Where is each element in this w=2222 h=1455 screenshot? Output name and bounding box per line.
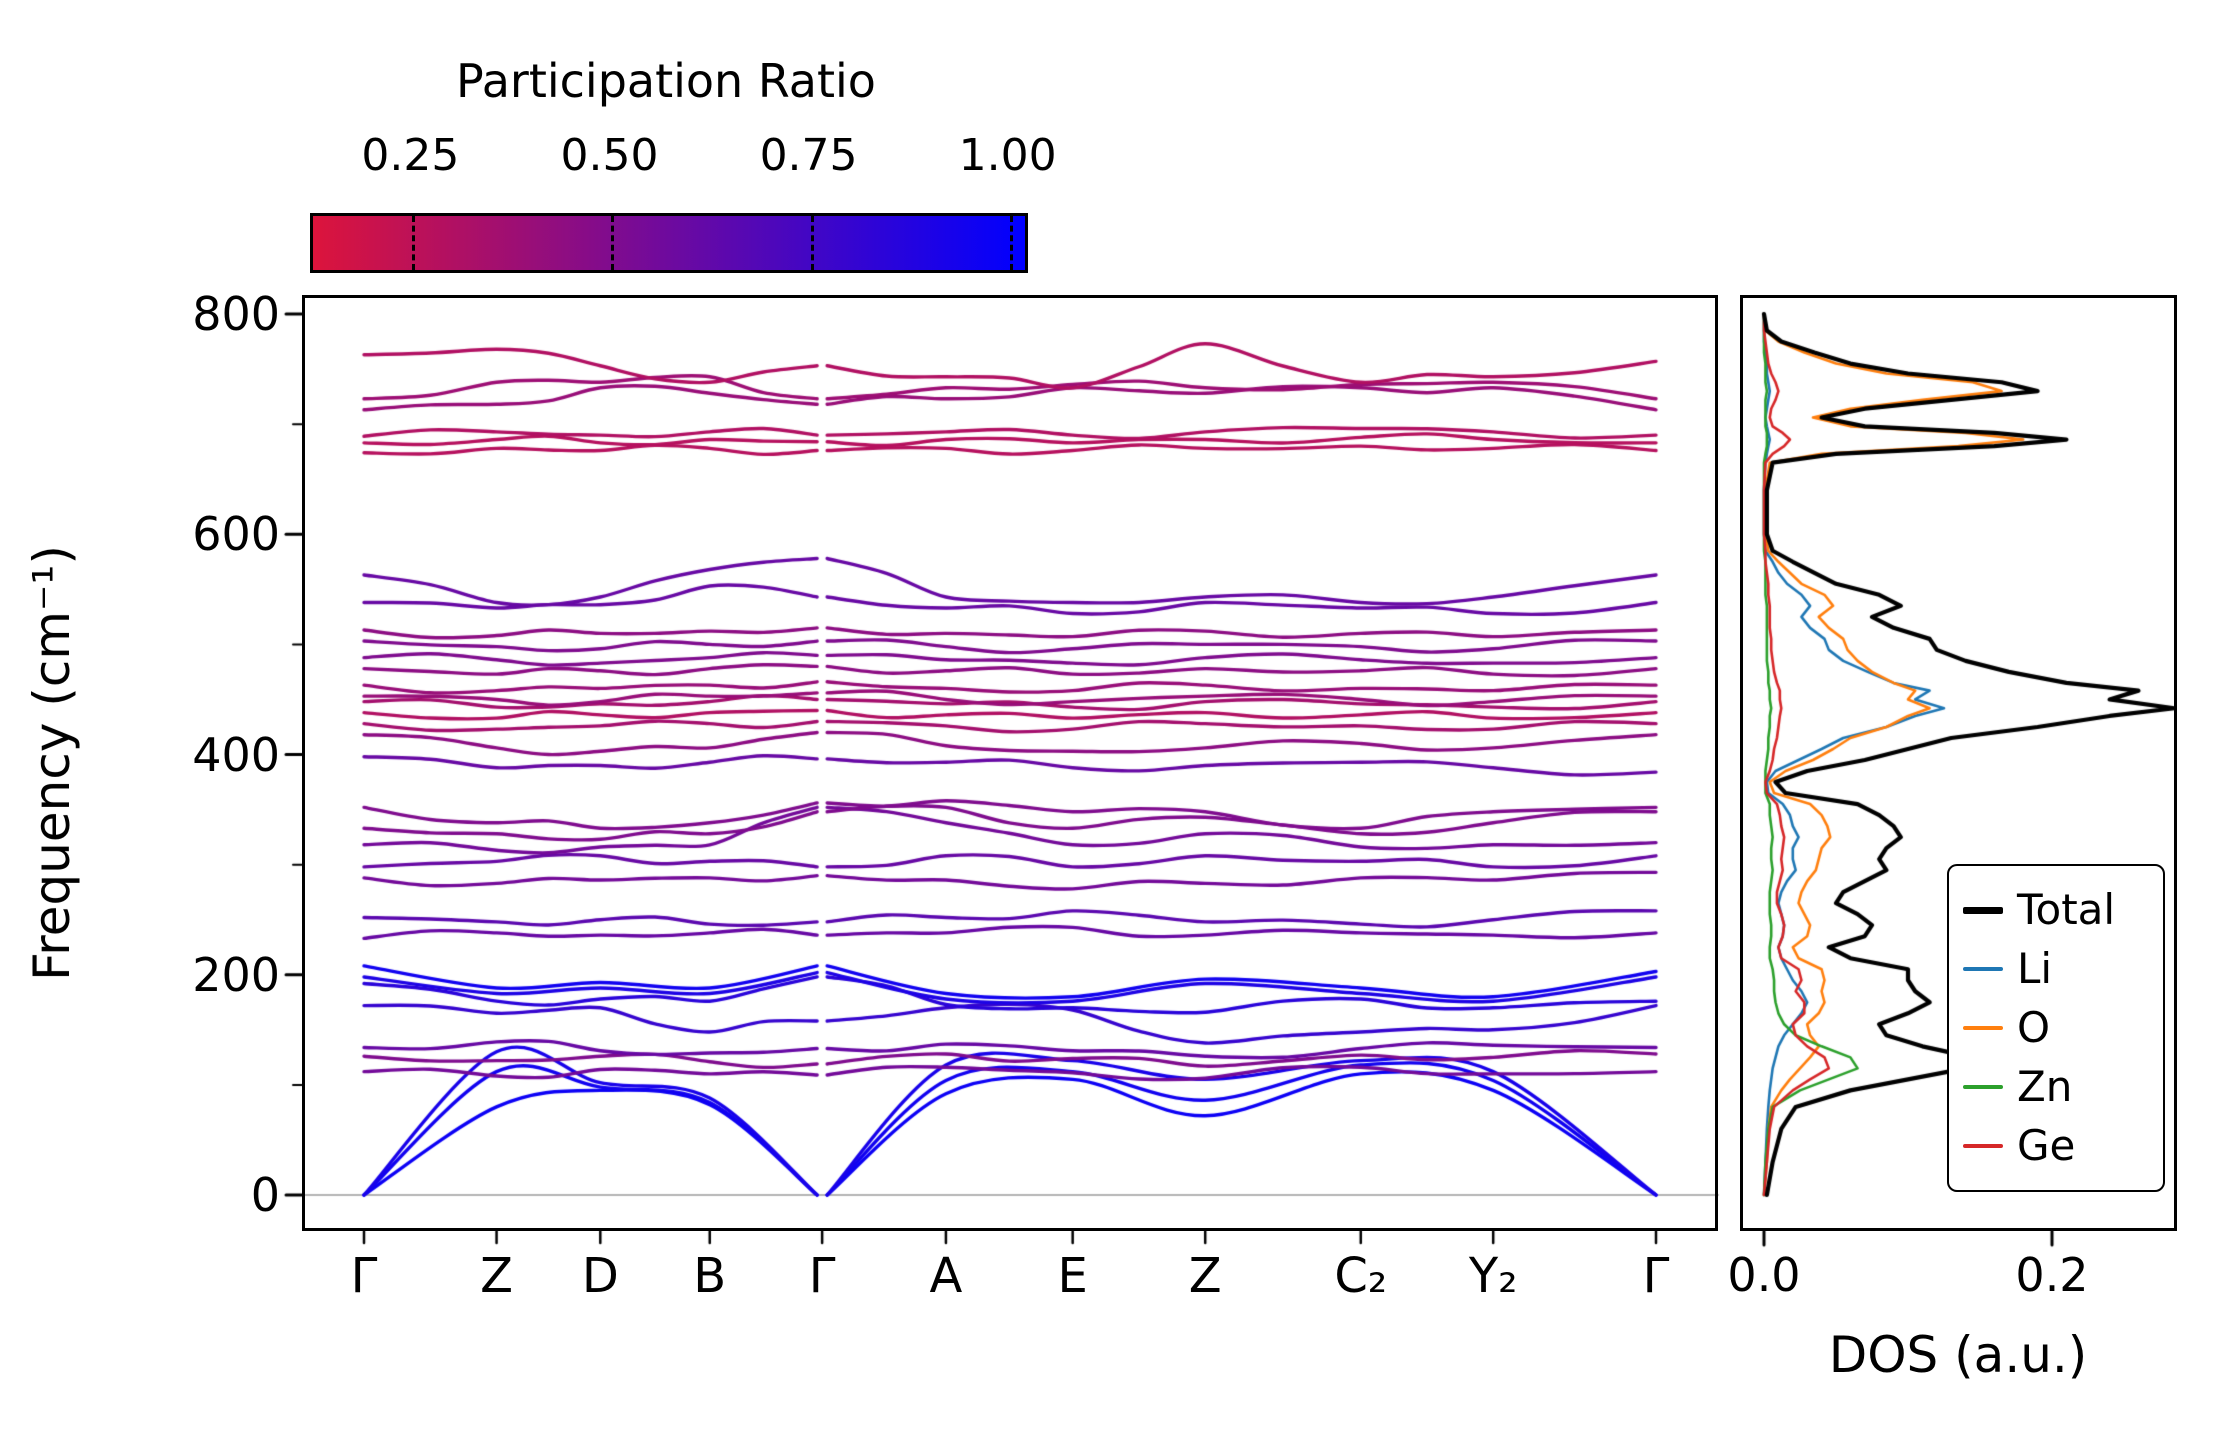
kpoint-label: A [929, 1248, 963, 1304]
frequency-tick-label: 400 [192, 727, 280, 782]
frequency-tick-label: 0 [250, 1168, 280, 1222]
kpoint-label: Γ [350, 1248, 378, 1304]
frequency-tick-label: 800 [192, 287, 280, 341]
legend-line-sample [1963, 906, 2003, 914]
frequency-tick-label: 200 [192, 947, 280, 1002]
legend-entry-zn: Zn [1963, 1059, 2149, 1115]
dos-tick-label: 0.2 [2015, 1248, 2089, 1302]
legend-label: Total [2017, 885, 2116, 934]
kpoint-label: Γ [1642, 1248, 1670, 1304]
dos-legend: Total Li O Zn Ge [1947, 864, 2165, 1192]
legend-line-sample [1963, 1026, 2003, 1030]
legend-line-sample [1963, 1085, 2003, 1089]
legend-line-sample [1963, 967, 2003, 971]
band-structure-panel [302, 295, 1718, 1231]
colorbar-tick-mark [811, 216, 814, 270]
kpoint-label: D [581, 1248, 619, 1304]
dos-tick-label: 0.0 [1727, 1248, 1801, 1302]
legend-entry-li: Li [1963, 941, 2149, 997]
frequency-tick-label: 600 [192, 507, 280, 562]
legend-label: Zn [2017, 1062, 2073, 1111]
kpoint-label: C₂ [1334, 1248, 1388, 1304]
kpoint-label: Z [1188, 1248, 1222, 1304]
colorbar-tick-mark [611, 216, 614, 270]
colorbar-tick-label: 0.25 [361, 130, 460, 181]
legend-entry-ge: Ge [1963, 1118, 2149, 1174]
kpoint-label: E [1057, 1248, 1088, 1304]
legend-entry-total: Total [1963, 882, 2149, 938]
colorbar-tick-label: 0.75 [759, 130, 858, 181]
legend-label: Ge [2017, 1121, 2076, 1170]
colorbar-tick-label: 0.50 [560, 130, 659, 181]
kpoint-label: Y₂ [1468, 1248, 1518, 1304]
colorbar-tick-mark [1010, 216, 1013, 270]
kpoint-label: Γ [808, 1248, 836, 1304]
legend-label: O [2017, 1003, 2051, 1052]
kpoint-label: Z [480, 1248, 513, 1304]
dos-axis-label: DOS (a.u.) [1828, 1326, 2088, 1384]
colorbar-gradient [313, 216, 1025, 270]
colorbar [310, 213, 1028, 273]
dos-panel [1740, 295, 2177, 1231]
legend-line-sample [1963, 1144, 2003, 1148]
legend-entry-o: O [1963, 1000, 2149, 1056]
legend-label: Li [2017, 944, 2053, 993]
kpoint-label: B [693, 1248, 727, 1304]
colorbar-tick-mark [412, 216, 415, 270]
colorbar-tick-label: 1.00 [958, 130, 1057, 181]
colorbar-title: Participation Ratio [456, 54, 876, 108]
frequency-axis-label: Frequency (cm⁻¹) [23, 545, 81, 981]
